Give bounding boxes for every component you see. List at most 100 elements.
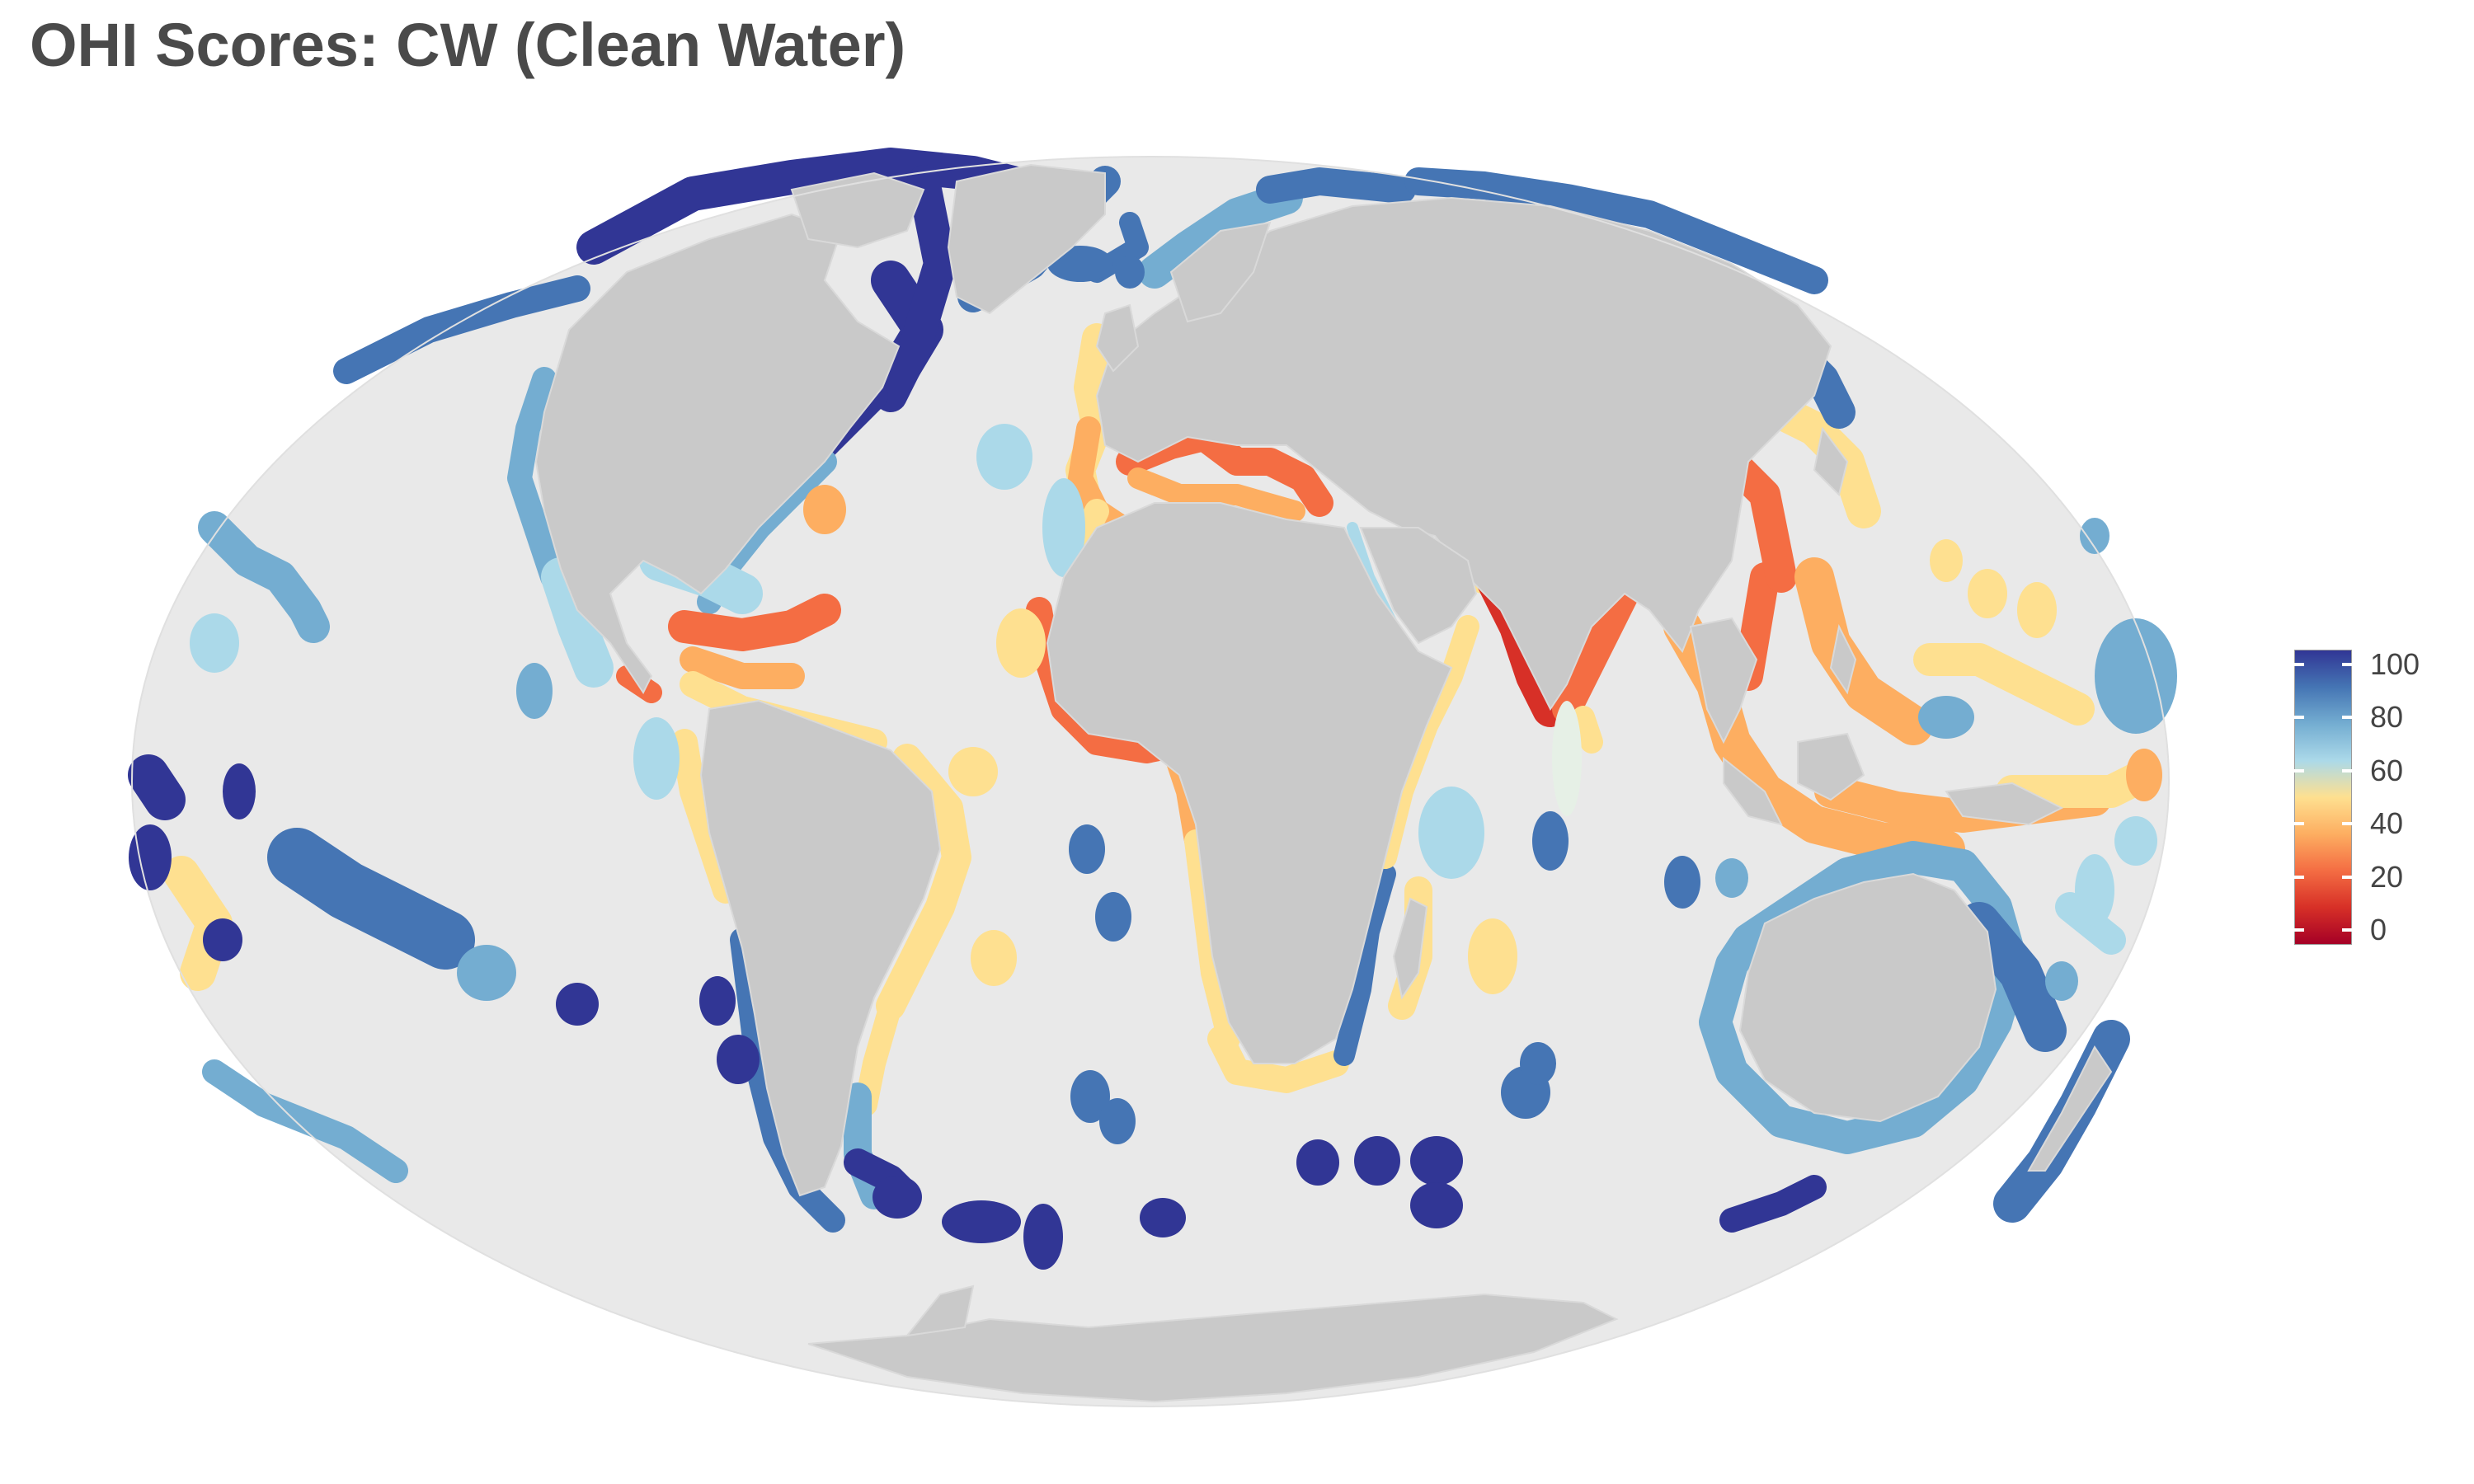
region-polynesia	[267, 828, 475, 970]
borneo	[1797, 732, 1865, 801]
region-christmas-is	[1664, 856, 1700, 909]
region-pacific-sw	[202, 1059, 408, 1183]
region-mediterranean-south	[1127, 467, 1305, 522]
region-bermuda	[516, 663, 553, 719]
region-gough	[1099, 1098, 1136, 1144]
region-galapagos	[633, 717, 680, 800]
region-norfolk	[2045, 961, 2078, 1001]
region-cook-islands	[203, 918, 242, 961]
madagascar	[1392, 897, 1428, 1000]
region-macquarie	[1410, 1182, 1463, 1228]
indochina	[1689, 617, 1758, 744]
region-palau	[1918, 696, 1974, 739]
africa	[1046, 502, 1453, 1064]
region-prince-edward	[1296, 1139, 1339, 1186]
region-mauritius	[1468, 918, 1517, 994]
projection-outline	[131, 156, 2170, 1407]
legend-tick-label: 0	[2370, 913, 2387, 946]
region-cocos	[1715, 858, 1748, 898]
new-guinea	[1945, 782, 2064, 826]
region-vanuatu	[2075, 854, 2114, 927]
region-madeira	[976, 424, 1032, 490]
antarctic-peninsula	[905, 1284, 975, 1337]
region-canary	[1042, 478, 1085, 577]
region-nauru	[2126, 749, 2162, 801]
region-jan-mayen	[1115, 256, 1145, 289]
region-papua-solomon	[1996, 758, 2161, 808]
region-wake	[2080, 518, 2109, 554]
region-heard	[1410, 1136, 1463, 1186]
region-angola-namibia	[1184, 829, 1240, 1050]
region-australia-east	[1958, 902, 2067, 1052]
region-marianas	[2017, 582, 2057, 638]
region-south-sandwich	[1023, 1204, 1063, 1270]
region-australia	[1699, 841, 2029, 1154]
region-iberia	[1068, 416, 1134, 540]
region-tristan	[1070, 1070, 1110, 1123]
region-peru-ecuador	[671, 729, 739, 904]
region-fiji-east	[2114, 816, 2157, 866]
region-kiribati	[2095, 618, 2177, 734]
region-pacific-north-america	[507, 367, 565, 589]
legend-tick-label: 40	[2370, 806, 2404, 841]
region-juan-fernandez	[717, 1035, 760, 1084]
region-guam	[1968, 569, 2007, 618]
color-legend: 100 80 60 40 20 0	[2294, 643, 2426, 956]
region-greenland-west	[874, 165, 957, 412]
sumatra	[1723, 756, 1783, 826]
legend-tick-label: 80	[2370, 700, 2404, 735]
legend-colorbar	[2294, 650, 2352, 945]
arabia	[1359, 527, 1478, 645]
region-pitcairn	[556, 983, 599, 1026]
region-easter-is	[699, 976, 736, 1026]
region-chagos	[1532, 811, 1569, 871]
region-sri-lanka	[1572, 706, 1603, 754]
region-cape-verde	[996, 608, 1046, 678]
region-brazil-coast	[876, 744, 971, 1021]
legend-tick-label: 100	[2370, 647, 2420, 681]
region-mozambique	[1333, 863, 1396, 1066]
greenland	[947, 163, 1106, 315]
region-bouvet	[1140, 1198, 1186, 1237]
north-america	[534, 213, 901, 694]
philippines	[1829, 623, 1857, 695]
region-tonga	[457, 945, 516, 1001]
region-azores	[803, 485, 846, 534]
region-caribbean-south	[680, 646, 805, 689]
region-seychelles	[1418, 787, 1484, 879]
region-marshall	[128, 754, 186, 820]
region-falklands	[872, 1176, 922, 1219]
south-america	[699, 699, 942, 1197]
region-fernando	[948, 747, 998, 796]
scandinavia	[1169, 221, 1272, 323]
region-line-islands	[129, 824, 172, 890]
legend-tick-label: 60	[2370, 753, 2404, 787]
legend-tick-label: 20	[2370, 859, 2404, 894]
region-kerguelen	[1354, 1136, 1400, 1186]
region-st-helena	[1095, 892, 1131, 942]
land-masses	[534, 163, 2113, 1403]
region-trindade	[971, 930, 1017, 986]
island-score-regions	[129, 246, 2177, 1270]
region-barents	[1256, 167, 1416, 204]
antarctica	[807, 1293, 1619, 1403]
region-ascension	[1069, 824, 1105, 874]
region-micronesia	[1913, 643, 2095, 726]
arctic-archipelago	[790, 171, 925, 249]
region-south-georgia	[942, 1200, 1021, 1243]
region-hawaii	[198, 511, 330, 643]
region-maldives	[1552, 701, 1582, 816]
region-caribbean	[668, 594, 841, 651]
japan	[1813, 426, 1849, 496]
new-zealand	[2027, 1045, 2113, 1172]
region-russia-arctic	[1404, 167, 1828, 294]
region-norway	[1138, 181, 1303, 289]
region-amsterdam	[1520, 1042, 1556, 1085]
region-marquesas	[223, 763, 256, 819]
australia	[1738, 872, 1997, 1123]
region-south-africa	[1207, 1026, 1349, 1093]
region-hawaii-northwest	[190, 613, 239, 673]
map-title: OHI Scores: CW (Clean Water)	[30, 11, 906, 79]
region-tasmania	[1719, 1175, 1827, 1233]
